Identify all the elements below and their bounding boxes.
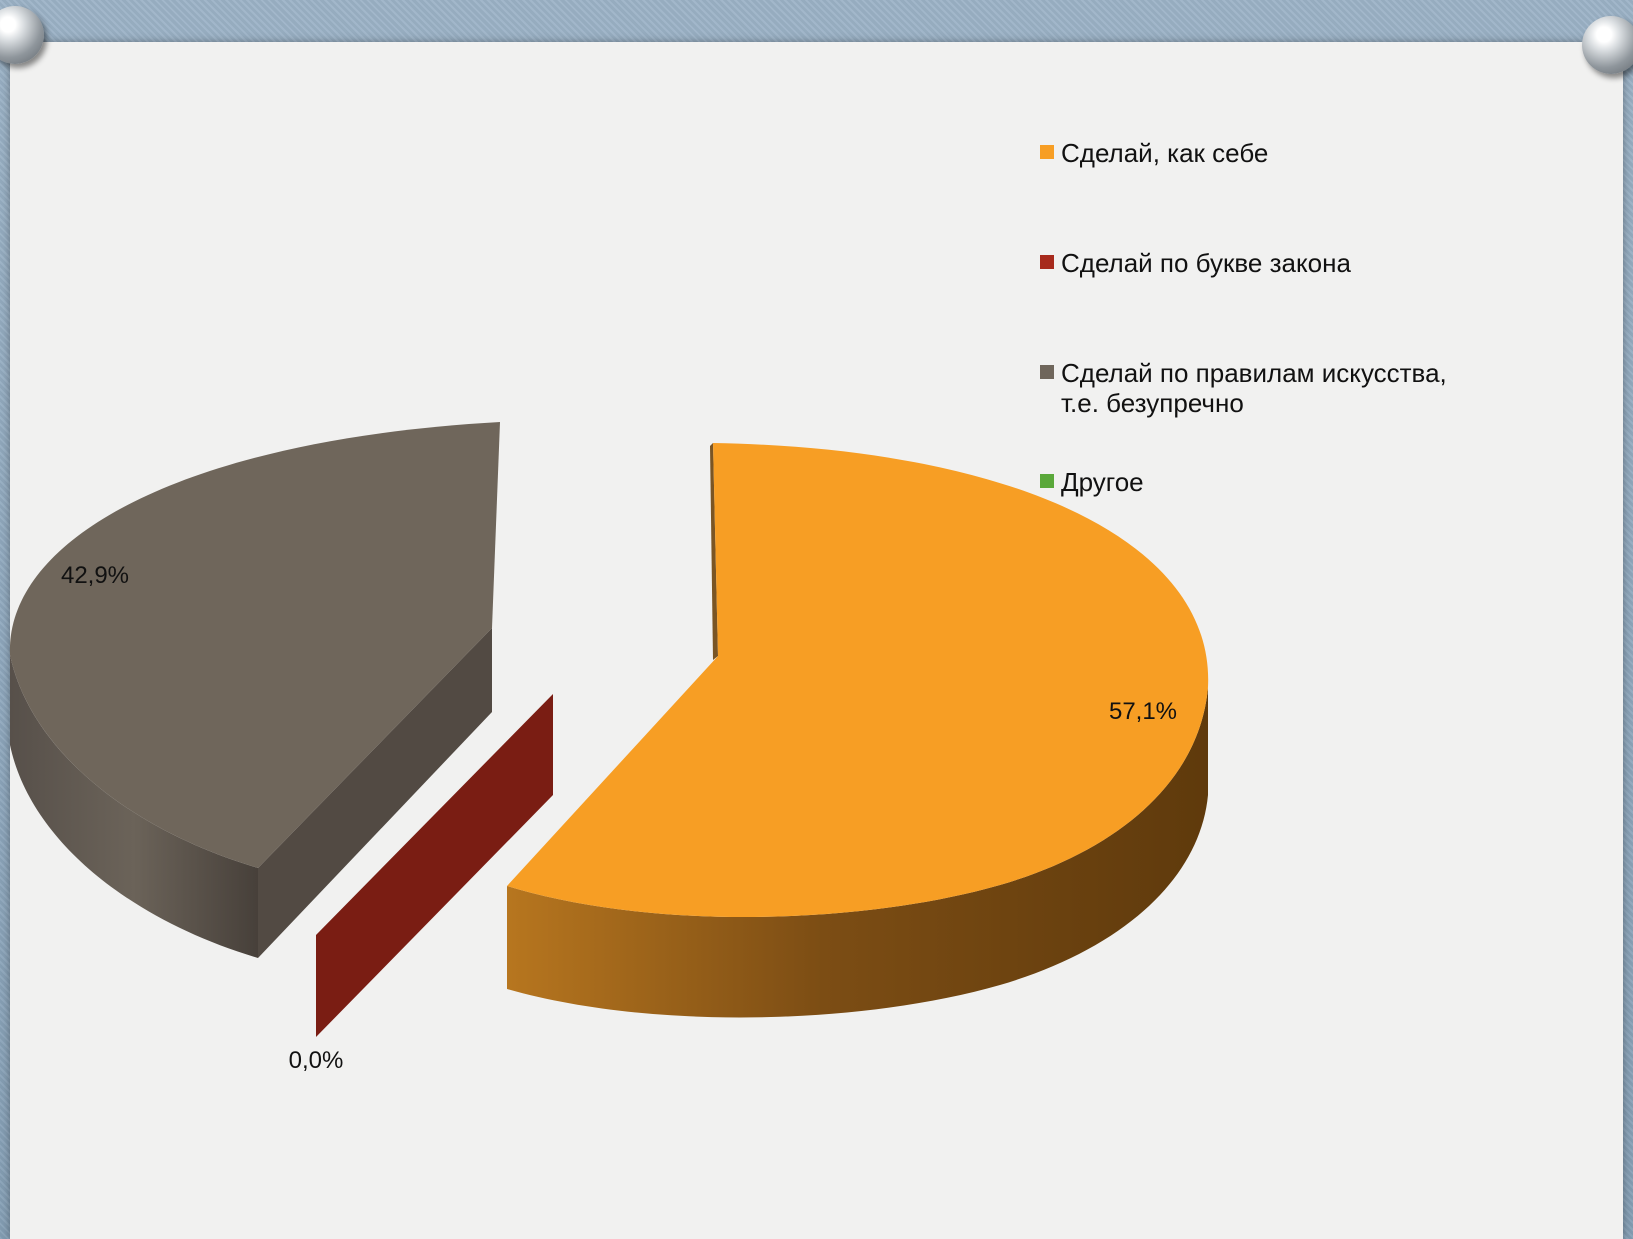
legend-label-0: Сделай, как себе [1061,138,1268,168]
legend-swatch-0 [1040,145,1054,159]
legend-label-2-line-0: Сделай по правилам искусства, [1061,358,1447,388]
slice-inner-face-2 [258,628,492,958]
legend-label-2-line-1: т.е. безупречно [1061,388,1244,418]
legend-item-1: Сделай по букве закона [1040,248,1351,278]
slice-top-0 [507,443,1209,918]
pushpin-right-icon [1582,16,1633,74]
legend-label-0-line-0: Сделай, как себе [1061,138,1269,168]
slice-top-1 [316,694,553,1037]
legend-swatch-3 [1040,474,1054,488]
slice-top-2 [9,422,500,868]
legend-swatch-2 [1040,365,1054,379]
legend-item-3: Другое [1040,467,1144,497]
legend-label-2: Сделай по правилам искусства, т.е. безуп… [1061,358,1447,418]
data-label-0: 57,1% [1109,698,1177,725]
slice-group-2 [9,422,500,958]
slice-inner-face-0 [710,443,718,660]
legend-swatch-1 [1040,255,1054,269]
legend-item-2: Сделай по правилам искусства, т.е. безуп… [1040,358,1447,418]
legend-label-1: Сделай по букве закона [1061,248,1351,278]
slice-side-2 [10,655,258,958]
legend-label-1-line-0: Сделай по букве закона [1061,248,1351,278]
data-label-2: 42,9% [61,562,129,589]
legend-label-3-line-0: Другое [1061,467,1144,497]
legend-label-3: Другое [1061,467,1144,497]
slice-side-0 [507,687,1208,1018]
data-label-1: 0,0% [289,1047,344,1074]
legend-item-0: Сделай, как себе [1040,138,1268,168]
slice-group-0 [507,443,1209,1018]
